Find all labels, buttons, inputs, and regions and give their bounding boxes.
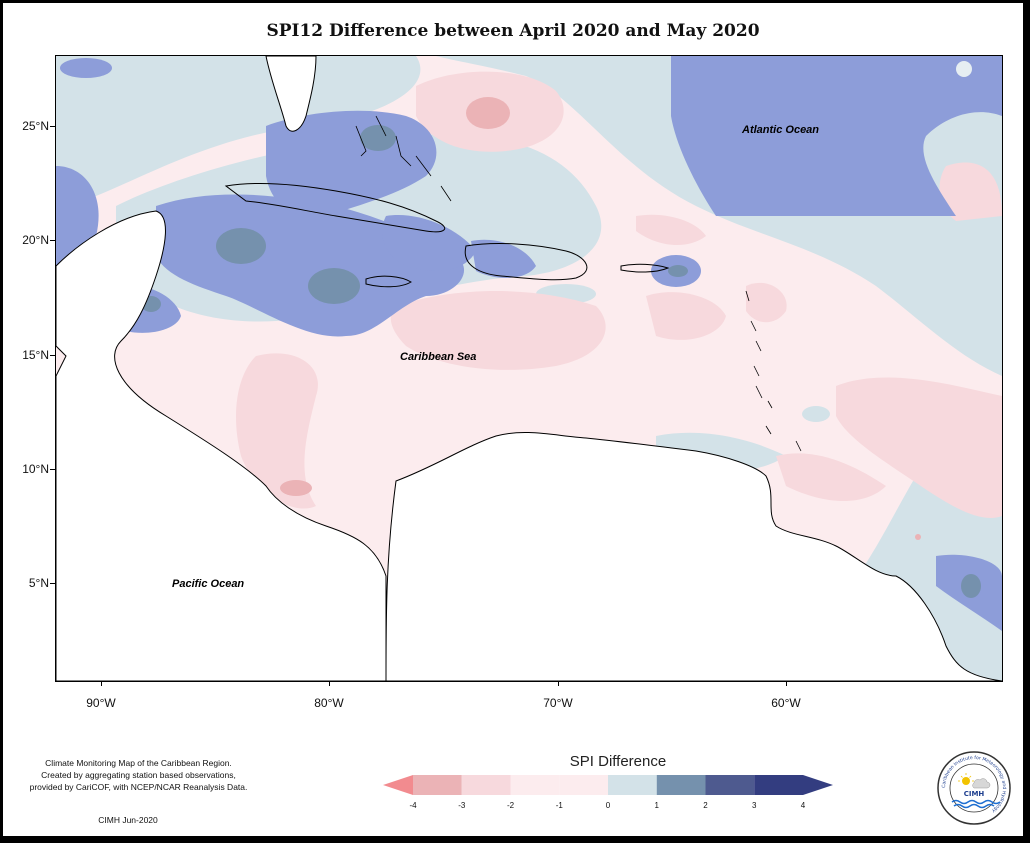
caribbean-sea-label: Caribbean Sea: [400, 351, 477, 363]
map-area: Atlantic Ocean Caribbean Sea Pacific Oce…: [55, 55, 1003, 682]
lon-label-80w: 80°W: [314, 696, 344, 710]
lon-tick: [329, 681, 330, 686]
lat-label-25n: 25°N: [22, 119, 49, 133]
sun-rays-icon: [958, 773, 974, 782]
legend-label: 4: [800, 801, 806, 810]
small-island-mark: [956, 61, 972, 77]
credits-text: Climate Monitoring Map of the Caribbean …: [11, 757, 266, 793]
sun-icon: [962, 777, 970, 785]
atlantic-ocean-label: Atlantic Ocean: [742, 124, 820, 136]
lat-label-5n: 5°N: [28, 576, 49, 590]
legend-arrow-left: [383, 775, 413, 795]
lat-label-10n: 10°N: [22, 462, 49, 476]
lesser-antilles-outline: [745, 290, 802, 452]
lon-tick: [558, 681, 559, 686]
spi-difference-map: [56, 56, 1002, 681]
lat-tick: [50, 583, 55, 584]
map-figure: SPI12 Difference between April 2020 and …: [3, 3, 1023, 836]
legend-swatch: [608, 775, 657, 795]
spi-zone-minus2-minus3: [280, 97, 921, 540]
legend-label: -4: [409, 801, 417, 810]
legend-title: SPI Difference: [569, 753, 667, 770]
legend-swatch: [656, 775, 706, 795]
lat-tick: [50, 240, 55, 241]
legend-label: -3: [458, 801, 466, 810]
lat-tick: [50, 469, 55, 470]
puerto-rico-outline: [620, 263, 670, 273]
cuba-outline: [224, 183, 446, 233]
lat-label-20n: 20°N: [22, 233, 49, 247]
legend-swatch: [510, 775, 560, 795]
legend-label: 2: [703, 801, 708, 810]
logo-acronym: CIMH: [964, 790, 985, 798]
footer-text: CIMH Jun-2020: [98, 815, 158, 825]
credits-line: Climate Monitoring Map of the Caribbean …: [45, 758, 232, 768]
water-waves-icon: [951, 799, 1001, 805]
legend-swatch: [754, 775, 803, 795]
legend-colorbar: [383, 775, 833, 795]
lat-label-15n: 15°N: [22, 348, 49, 362]
legend-label: 1: [654, 801, 659, 810]
legend-label: -2: [506, 801, 515, 810]
figure-title: SPI12 Difference between April 2020 and …: [266, 21, 760, 41]
legend-labels: -4 -3 -2 -1 0 1 2 3 4: [383, 801, 833, 815]
land-outlines: [56, 56, 1002, 681]
lon-tick: [101, 681, 102, 686]
legend-swatch: [559, 775, 608, 795]
legend-label: 0: [605, 801, 611, 810]
legend-swatch: [705, 775, 755, 795]
credits-line: provided by CariCOF, with NCEP/NCAR Rean…: [29, 782, 248, 792]
pacific-ocean-label: Pacific Ocean: [172, 578, 245, 590]
lat-tick: [50, 355, 55, 356]
spi-zone-minus1-minus2: [236, 71, 1002, 518]
lon-label-60w: 60°W: [771, 696, 801, 710]
cloud-icon: [972, 778, 991, 789]
legend-label: 3: [752, 801, 757, 810]
jamaica-outline: [365, 275, 412, 288]
legend-swatch: [461, 775, 511, 795]
lon-tick: [786, 681, 787, 686]
legend-arrow-right: [803, 775, 833, 795]
hispaniola-outline: [464, 243, 588, 281]
legend-swatch: [413, 775, 462, 795]
credits-line: Created by aggregating station based obs…: [41, 770, 236, 780]
lon-label-70w: 70°W: [543, 696, 573, 710]
cimh-logo: Caribbean Institute for Meteorology and …: [937, 751, 1011, 825]
bahamas-outline: [355, 115, 452, 202]
legend-label: -1: [555, 801, 563, 810]
lon-label-90w: 90°W: [86, 696, 116, 710]
lat-tick: [50, 126, 55, 127]
